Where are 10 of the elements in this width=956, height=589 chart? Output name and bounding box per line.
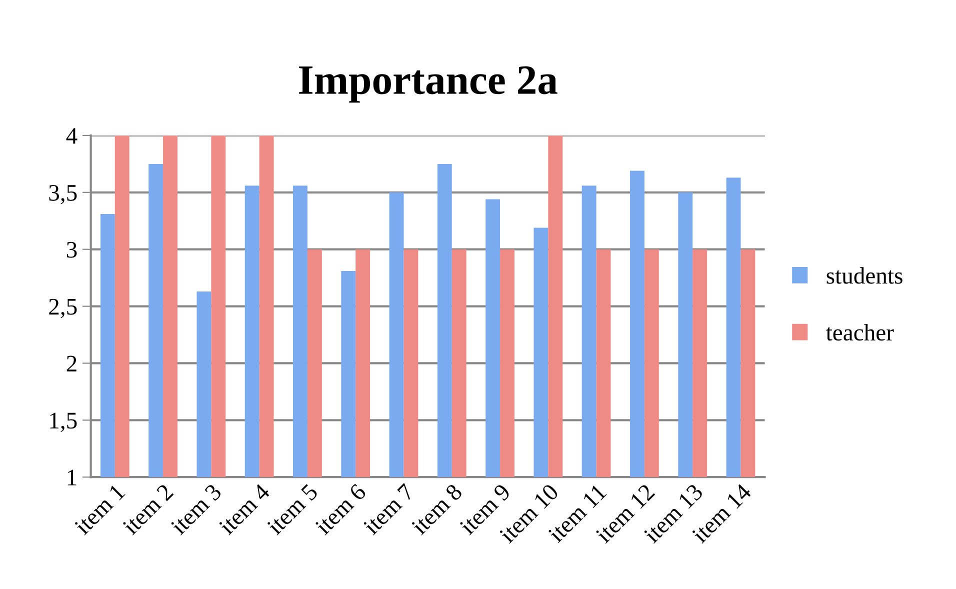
y-tick-label: 3,5 bbox=[49, 184, 77, 204]
y-tick-label: 2 bbox=[66, 356, 76, 372]
y-tick-label: 1 bbox=[68, 470, 76, 486]
y-tick-label: 4 bbox=[66, 128, 78, 144]
y-tick-label: 2,5 bbox=[49, 298, 77, 318]
y-tick-label: 3 bbox=[66, 242, 77, 258]
legend-label: teacher bbox=[826, 324, 894, 341]
legend-label: students bbox=[826, 267, 902, 284]
y-tick-label: 1,5 bbox=[50, 412, 77, 432]
chart-title: Importance 2a bbox=[299, 66, 558, 103]
